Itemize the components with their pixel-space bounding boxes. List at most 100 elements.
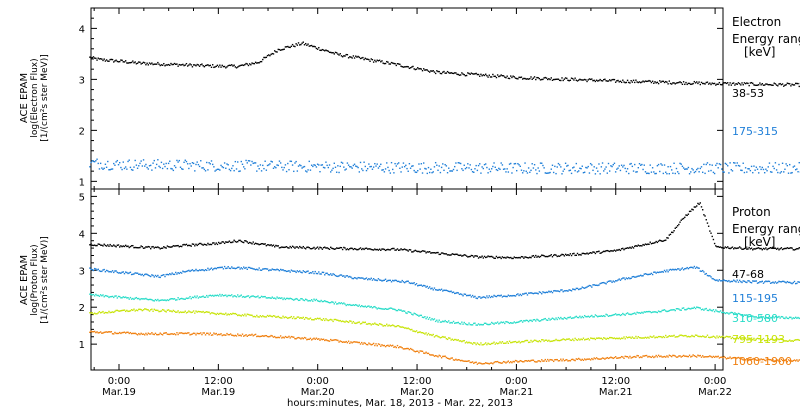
point-1-2-198 — [325, 300, 327, 303]
point-1-3-199 — [326, 319, 328, 321]
point-1-2-152 — [270, 297, 272, 300]
point-1-4-507 — [693, 355, 696, 357]
point-1-4-323 — [474, 361, 476, 364]
point-1-4-110 — [220, 333, 222, 335]
point-0-1-393 — [557, 162, 560, 165]
point-1-0-331 — [483, 255, 486, 258]
point-1-3-228 — [361, 322, 363, 325]
point-0-1-282 — [425, 168, 427, 170]
point-0-0-429 — [600, 79, 603, 82]
point-1-1-206 — [334, 274, 337, 277]
point-1-4-499 — [684, 355, 686, 357]
point-0-1-456 — [632, 170, 635, 172]
point-1-4-127 — [240, 335, 243, 337]
point-1-2-321 — [471, 324, 474, 326]
point-0-1-498 — [682, 167, 685, 169]
point-0-1-380 — [542, 164, 544, 167]
point-0-0-267 — [407, 66, 409, 68]
point-1-0-100 — [208, 243, 210, 246]
point-0-1-346 — [501, 164, 504, 166]
point-1-2-406 — [573, 317, 575, 319]
point-0-0-447 — [622, 79, 624, 81]
point-1-0-134 — [248, 241, 251, 244]
point-0-1-263 — [402, 162, 405, 164]
proton-legend-series-5: 1060-1900 — [732, 355, 792, 368]
point-1-3-561 — [758, 337, 760, 340]
point-1-1-565 — [762, 282, 765, 284]
point-1-3-58 — [158, 310, 160, 313]
point-0-0-459 — [636, 81, 638, 83]
point-1-2-371 — [531, 320, 533, 323]
point-0-0-22 — [115, 59, 117, 61]
point-1-3-73 — [176, 311, 178, 313]
point-1-1-251 — [388, 279, 390, 282]
point-0-0-288 — [432, 70, 434, 72]
point-1-3-543 — [736, 337, 738, 339]
point-0-1-581 — [781, 162, 784, 164]
point-1-1-112 — [222, 268, 225, 270]
point-1-3-314 — [463, 339, 465, 342]
point-1-4-290 — [434, 354, 437, 357]
point-1-2-3 — [92, 293, 95, 296]
point-1-4-125 — [238, 334, 240, 337]
point-0-1-394 — [558, 164, 561, 166]
point-0-1-315 — [464, 167, 467, 170]
point-1-1-130 — [244, 267, 246, 270]
point-0-0-143 — [259, 61, 262, 63]
point-0-1-478 — [659, 170, 661, 173]
point-1-4-420 — [589, 359, 592, 361]
point-1-3-498 — [682, 335, 685, 337]
point-0-1-145 — [262, 164, 264, 167]
point-1-2-521 — [710, 309, 712, 312]
point-1-0-439 — [612, 250, 614, 252]
point-1-0-273 — [414, 249, 417, 252]
point-0-0-572 — [771, 84, 773, 86]
point-0-0-520 — [709, 82, 711, 84]
point-1-3-396 — [561, 338, 563, 341]
point-1-0-356 — [513, 256, 516, 258]
point-0-0-376 — [537, 77, 539, 79]
point-1-4-517 — [705, 356, 707, 358]
point-1-4-396 — [561, 360, 563, 362]
point-0-1-21 — [114, 164, 116, 166]
point-1-3-39 — [135, 309, 138, 311]
point-1-4-475 — [655, 354, 657, 357]
point-0-1-111 — [221, 166, 223, 168]
point-1-4-30 — [124, 332, 127, 334]
point-1-4-286 — [430, 354, 432, 356]
point-1-4-331 — [483, 362, 486, 365]
point-0-1-230 — [363, 161, 365, 163]
point-1-0-371 — [531, 255, 533, 257]
point-1-1-473 — [653, 271, 655, 273]
point-1-1-522 — [711, 277, 713, 280]
point-1-1-195 — [321, 271, 324, 274]
point-0-1-126 — [239, 170, 241, 172]
point-1-0-381 — [543, 255, 545, 257]
point-1-0-575 — [774, 247, 777, 249]
point-1-2-498 — [682, 307, 685, 309]
point-0-1-441 — [614, 171, 617, 173]
point-0-0-120 — [232, 65, 234, 67]
point-1-3-212 — [341, 320, 344, 322]
point-1-0-111 — [221, 241, 223, 243]
point-0-0-420 — [589, 78, 592, 81]
point-0-1-519 — [707, 170, 710, 172]
point-1-3-523 — [712, 335, 715, 338]
point-1-1-80 — [184, 271, 186, 273]
point-1-2-543 — [736, 313, 738, 316]
point-1-3-420 — [589, 337, 592, 339]
point-1-0-119 — [231, 241, 233, 244]
point-0-1-342 — [496, 169, 499, 172]
point-1-3-189 — [314, 318, 316, 320]
point-1-1-365 — [524, 292, 526, 295]
point-1-3-446 — [620, 337, 623, 339]
point-0-1-591 — [793, 165, 796, 167]
point-1-4-497 — [681, 355, 684, 358]
point-1-1-594 — [797, 281, 799, 283]
point-1-2-131 — [245, 295, 247, 298]
point-1-1-239 — [374, 279, 376, 281]
point-1-2-36 — [132, 297, 134, 300]
point-0-0-254 — [392, 62, 394, 64]
point-1-1-71 — [173, 273, 176, 276]
point-1-4-188 — [313, 337, 315, 339]
